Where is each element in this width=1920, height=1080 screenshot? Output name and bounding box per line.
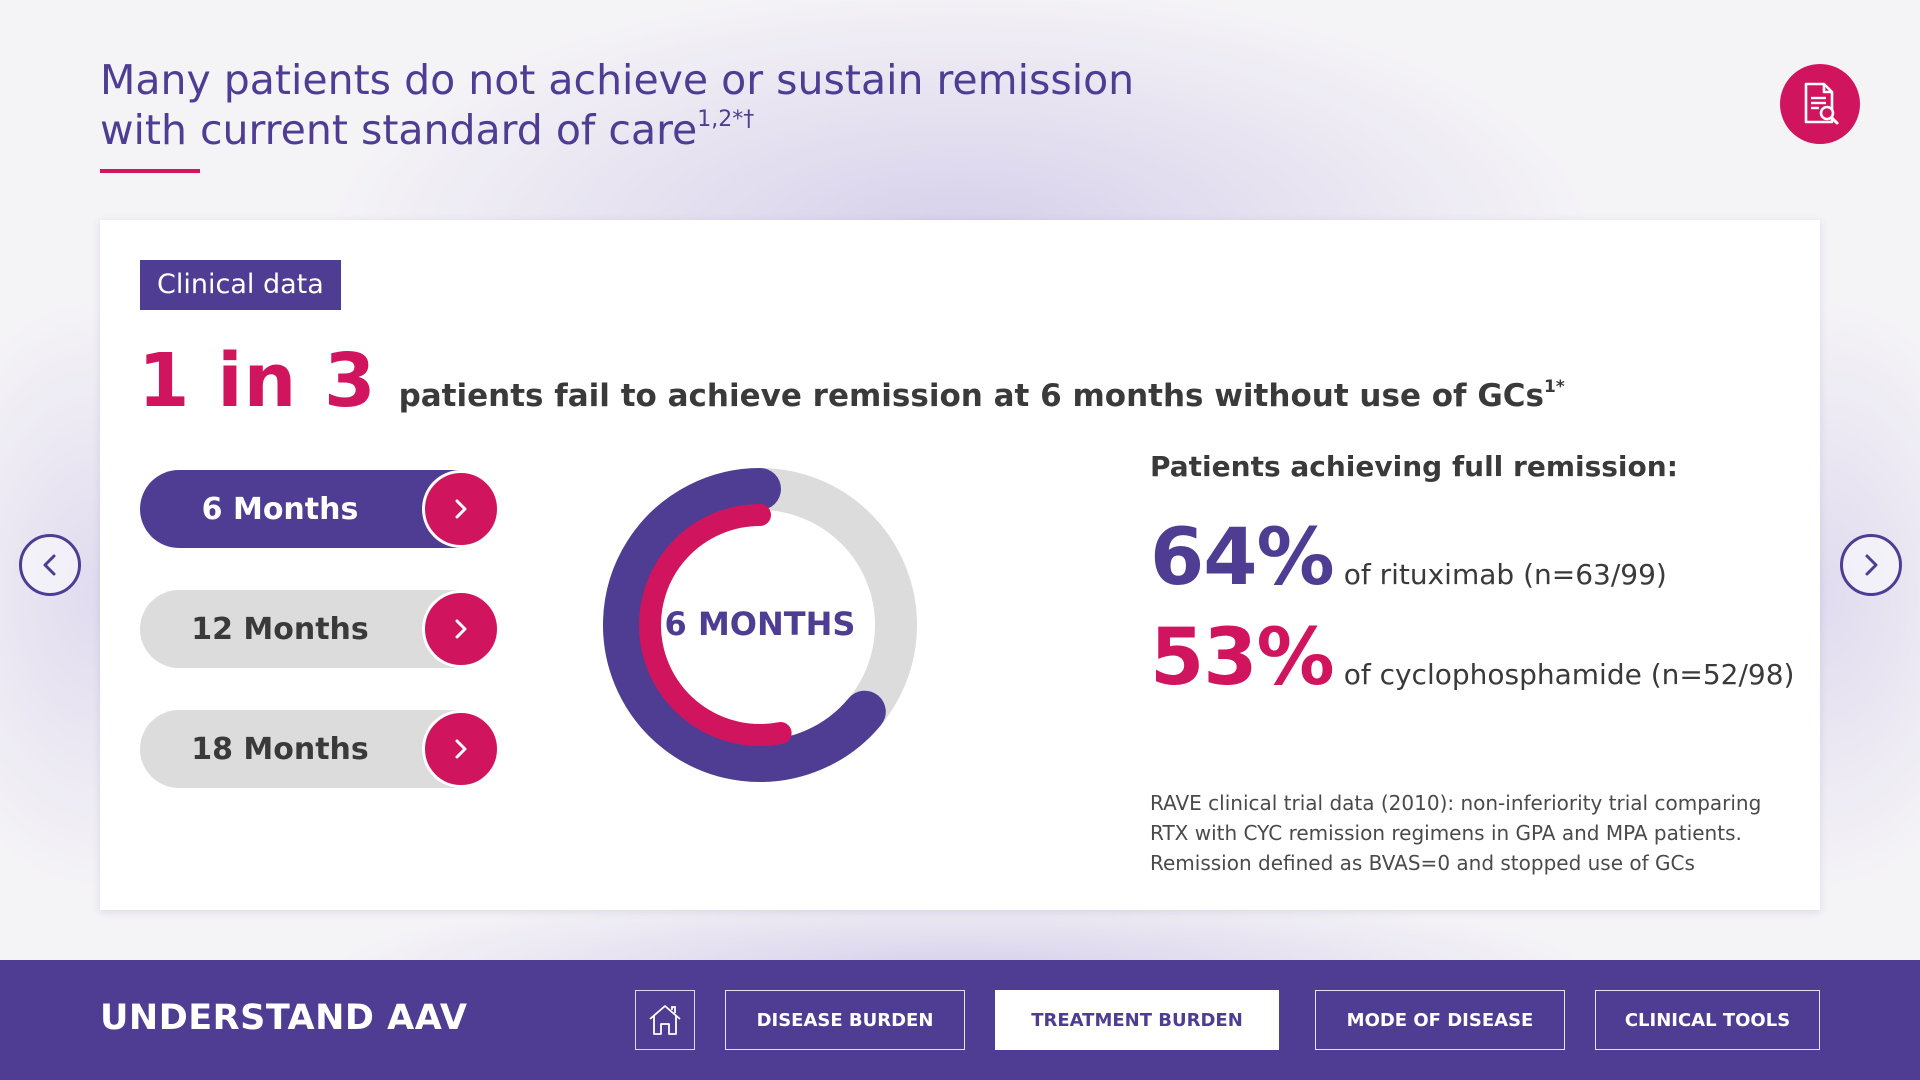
timepoint-12-months-button[interactable]: 12 Months: [140, 590, 500, 668]
cyclophosphamide-stat: 53% of cyclophosphamide (n=52/98): [1150, 613, 1800, 703]
document-search-icon: [1804, 82, 1839, 125]
rituximab-desc: of rituximab (n=63/99): [1343, 558, 1667, 591]
footnote-line: RTX with CYC remission regimens in GPA a…: [1150, 821, 1742, 845]
donut-center-label: 6 MONTHS: [664, 605, 856, 643]
cyclophosphamide-percent: 53%: [1150, 613, 1335, 703]
chevron-left-icon: [43, 554, 56, 576]
footnote: RAVE clinical trial data (2010): non-inf…: [1150, 788, 1790, 878]
references-button[interactable]: [1780, 64, 1860, 144]
disease-burden-button[interactable]: DISEASE BURDEN: [725, 990, 965, 1050]
timepoint-18-months-button[interactable]: 18 Months: [140, 710, 500, 788]
chevron-right-icon: [422, 470, 500, 548]
headline-body: patients fail to achieve remission at 6 …: [398, 378, 1544, 414]
headline-superscript: 1*: [1544, 377, 1565, 397]
pill-label: 12 Months: [191, 611, 369, 647]
clinical-data-tag: Clinical data: [140, 260, 341, 310]
bottom-navigation-bar: UNDERSTAND AAV DISEASE BURDEN TREATMENT …: [0, 960, 1920, 1080]
home-button[interactable]: [635, 990, 695, 1050]
footnote-line: Remission defined as BVAS=0 and stopped …: [1150, 851, 1695, 875]
brand-title: UNDERSTAND AAV: [100, 998, 468, 1038]
next-slide-button[interactable]: [1840, 534, 1902, 596]
title-line-1: Many patients do not achieve or sustain …: [100, 56, 1135, 104]
remission-summary: Patients achieving full remission: 64% o…: [1150, 450, 1800, 703]
headline: 1 in 3 patients fail to achieve remissio…: [138, 338, 1565, 424]
home-icon: [649, 1005, 681, 1035]
clinical-data-card: Clinical data 1 in 3 patients fail to ac…: [100, 220, 1820, 910]
cyclophosphamide-arc: [639, 504, 792, 746]
chevron-right-icon: [422, 590, 500, 668]
pill-label: 18 Months: [191, 731, 369, 767]
title-underline: [100, 169, 200, 173]
mode-of-disease-button[interactable]: MODE OF DISEASE: [1315, 990, 1565, 1050]
title-superscript: 1,2*†: [697, 107, 755, 132]
rituximab-stat: 64% of rituximab (n=63/99): [1150, 513, 1800, 603]
chevron-right-icon: [422, 710, 500, 788]
remission-heading: Patients achieving full remission:: [1150, 450, 1678, 483]
page-title: Many patients do not achieve or sustain …: [100, 55, 1200, 155]
previous-slide-button[interactable]: [19, 534, 81, 596]
clinical-tools-button[interactable]: CLINICAL TOOLS: [1595, 990, 1820, 1050]
timepoint-6-months-button[interactable]: 6 Months: [140, 470, 500, 548]
remission-donut-chart: [603, 468, 917, 782]
rituximab-percent: 64%: [1150, 513, 1335, 603]
pill-label: 6 Months: [201, 491, 359, 527]
big-stat: 1 in 3: [138, 338, 377, 424]
headline-text: patients fail to achieve remission at 6 …: [399, 378, 1565, 414]
cyclophosphamide-desc: of cyclophosphamide (n=52/98): [1343, 658, 1795, 691]
chevron-right-icon: [1865, 554, 1878, 576]
footnote-line: RAVE clinical trial data (2010): non-inf…: [1150, 791, 1762, 815]
rituximab-arc: [603, 468, 886, 782]
title-line-2: with current standard of care: [100, 106, 698, 154]
treatment-burden-button[interactable]: TREATMENT BURDEN: [995, 990, 1279, 1050]
